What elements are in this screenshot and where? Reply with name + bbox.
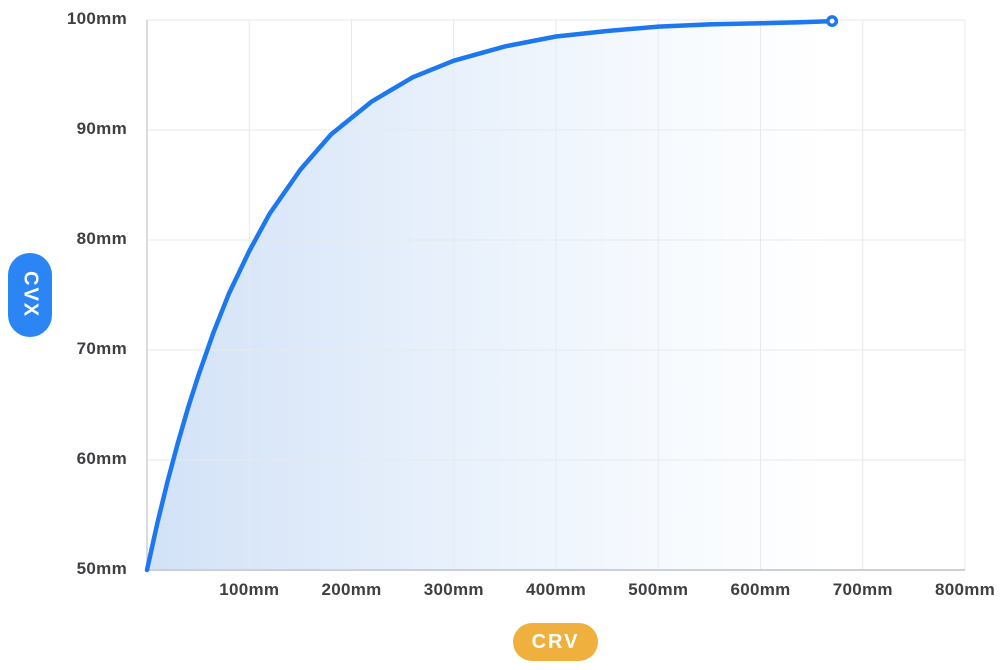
y-tick-label-80: 80mm <box>76 229 127 248</box>
y-tick-label-100: 100mm <box>66 9 127 28</box>
y-tick-label-50: 50mm <box>76 559 127 578</box>
x-tick-label-200: 200mm <box>321 580 382 599</box>
y-tick-label-60: 60mm <box>76 449 127 468</box>
curve-endpoint-marker[interactable] <box>826 15 839 28</box>
x-tick-label-700: 700mm <box>832 580 893 599</box>
y-axis-label: CVX <box>19 271 42 319</box>
x-tick-label-100: 100mm <box>219 580 280 599</box>
x-tick-label-500: 500mm <box>628 580 689 599</box>
x-axis-label-badge[interactable]: CRV <box>513 623 598 661</box>
y-tick-label-90: 90mm <box>76 119 127 138</box>
y-tick-label-70: 70mm <box>76 339 127 358</box>
x-tick-label-600: 600mm <box>730 580 791 599</box>
x-tick-label-300: 300mm <box>423 580 484 599</box>
y-axis-label-badge[interactable]: CVX <box>8 253 52 337</box>
area-fill <box>147 21 833 571</box>
curve-line <box>144 18 835 573</box>
x-tick-label-400: 400mm <box>525 580 587 599</box>
x-axis-label: CRV <box>531 630 580 653</box>
x-tick-label-800: 800mm <box>934 580 996 599</box>
